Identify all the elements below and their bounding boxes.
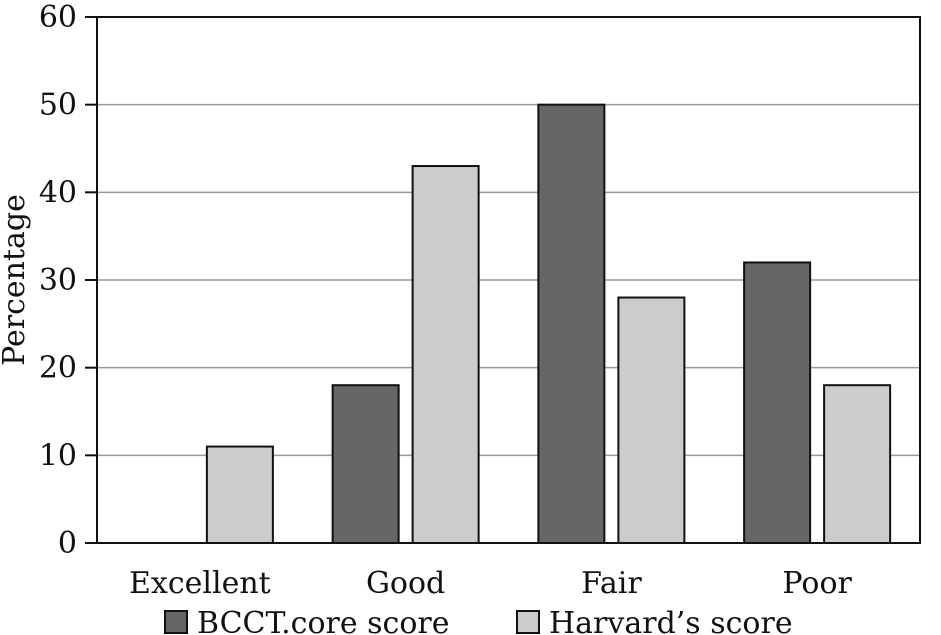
y-tick-label: 40 xyxy=(39,175,77,210)
legend: BCCT.core score Harvard’s score xyxy=(164,606,793,635)
y-tick-label: 20 xyxy=(39,351,77,386)
x-tick-label: Excellent xyxy=(129,566,271,601)
x-tick-label: Poor xyxy=(782,566,852,601)
bar-harvard-poor xyxy=(823,384,892,545)
x-axis-labels: Excellent Good Fair Poor xyxy=(129,566,852,601)
x-tick-label: Fair xyxy=(581,566,642,601)
y-tick-label: 60 xyxy=(39,0,77,35)
legend-label: BCCT.core score xyxy=(197,606,450,635)
bars xyxy=(205,103,892,545)
y-tick-label: 30 xyxy=(39,263,77,298)
bar-harvard-fair xyxy=(617,296,686,544)
y-axis-ticks: 0 10 20 30 40 50 60 xyxy=(39,0,97,561)
y-tick-label: 0 xyxy=(58,526,77,561)
legend-label: Harvard’s score xyxy=(549,606,793,635)
y-axis-title: Percentage xyxy=(0,194,32,366)
bar-harvard-good xyxy=(411,165,480,545)
bar-harvard-excellent xyxy=(205,445,274,545)
bar-bcct-fair xyxy=(537,103,606,545)
bar-bcct-poor xyxy=(743,261,812,544)
y-tick-label: 50 xyxy=(39,88,77,123)
y-tick-label: 10 xyxy=(39,438,77,473)
bar-bcct-good xyxy=(331,384,400,545)
legend-swatch xyxy=(164,610,188,634)
x-tick-label: Good xyxy=(366,566,445,601)
legend-swatch xyxy=(516,610,540,634)
